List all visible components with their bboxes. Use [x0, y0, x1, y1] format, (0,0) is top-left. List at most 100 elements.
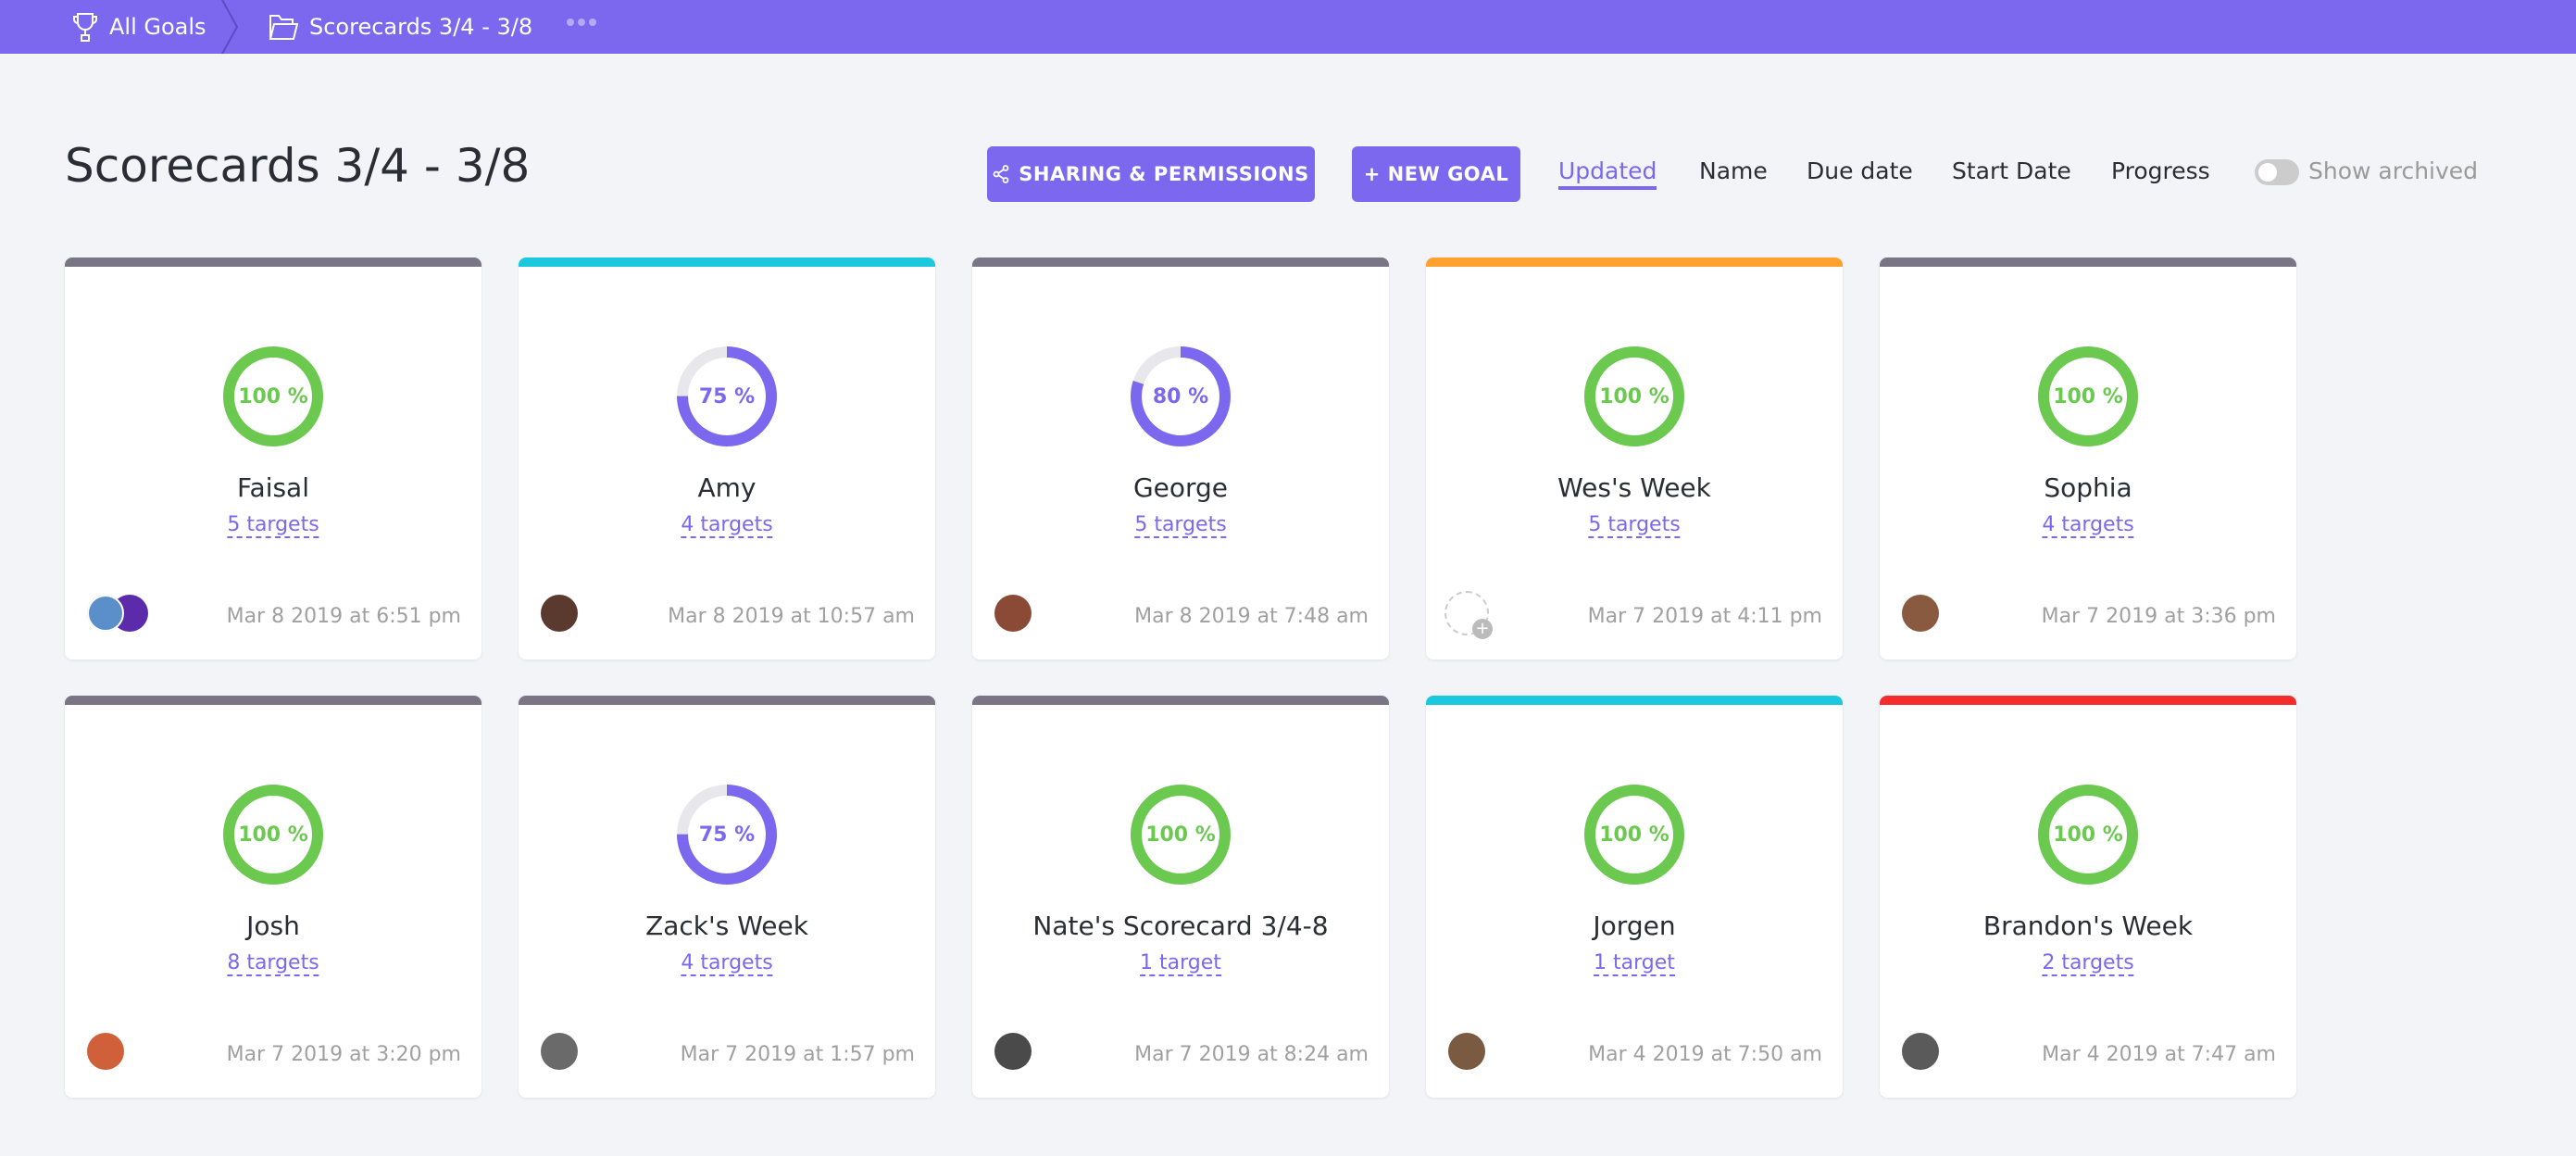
top-bar: All Goals Scorecards 3/4 - 3/8 — [0, 0, 2576, 54]
page-title: Scorecards 3/4 - 3/8 — [65, 139, 531, 193]
progress-ring-fill — [1131, 785, 1231, 885]
targets-link[interactable]: 5 targets — [1134, 513, 1227, 538]
progress-label: 75 % — [698, 384, 756, 408]
progress-label: 100 % — [238, 384, 308, 408]
goal-color-stripe — [1426, 258, 1843, 267]
breadcrumb-current[interactable]: Scorecards 3/4 - 3/8 — [269, 0, 532, 54]
updated-date: Mar 8 2019 at 6:51 pm — [226, 605, 461, 628]
goal-name[interactable]: Nate's Scorecard 3/4-8 — [1032, 911, 1329, 941]
goal-name[interactable]: Amy — [697, 472, 757, 503]
goal-color-stripe — [519, 258, 935, 267]
sort-progress[interactable]: Progress — [2111, 157, 2210, 184]
owner-avatar[interactable] — [994, 595, 1032, 632]
progress-ring — [223, 346, 323, 446]
progress-ring — [223, 785, 323, 885]
goal-card[interactable]: 100 % Wes's Week 5 targets Mar 7 2019 at… — [1426, 258, 1843, 660]
targets-link[interactable]: 8 targets — [227, 951, 319, 976]
goal-color-stripe — [65, 696, 481, 705]
updated-date: Mar 4 2019 at 7:50 am — [1588, 1043, 1822, 1066]
goal-card[interactable]: 75 % Zack's Week 4 targets Mar 7 2019 at… — [519, 696, 935, 1098]
goal-name[interactable]: George — [1132, 472, 1229, 503]
goal-card[interactable]: 100 % Brandon's Week 2 targets Mar 4 201… — [1880, 696, 2296, 1098]
progress-ring-fill — [2038, 346, 2138, 446]
add-owner-icon[interactable] — [1444, 591, 1493, 639]
goal-color-stripe — [1426, 696, 1843, 705]
progress-ring-fill — [1131, 346, 1231, 446]
targets-link[interactable]: 4 targets — [681, 951, 773, 976]
progress-ring — [677, 346, 777, 446]
owner-avatar[interactable] — [541, 595, 578, 632]
progress-label: 75 % — [698, 823, 756, 847]
progress-label: 100 % — [1145, 823, 1216, 847]
show-archived-label: Show archived — [2308, 157, 2479, 184]
goal-name[interactable]: Zack's Week — [645, 911, 808, 941]
goal-card[interactable]: 100 % Jorgen 1 target Mar 4 2019 at 7:50… — [1426, 696, 1843, 1098]
goal-color-stripe — [1880, 696, 2296, 705]
goal-color-stripe — [972, 696, 1389, 705]
goal-card[interactable]: 80 % George 5 targets Mar 8 2019 at 7:48… — [972, 258, 1389, 660]
goal-name[interactable]: Wes's Week — [1557, 472, 1711, 503]
targets-link[interactable]: 1 target — [1594, 951, 1675, 976]
sharing-permissions-button[interactable]: SHARING & PERMISSIONS — [987, 146, 1315, 202]
targets-link[interactable]: 4 targets — [681, 513, 773, 538]
show-archived-toggle[interactable] — [2255, 159, 2299, 185]
owner-avatar[interactable] — [994, 1033, 1032, 1070]
progress-label: 100 % — [238, 823, 308, 847]
targets-link[interactable]: 5 targets — [227, 513, 319, 538]
sort-due-date[interactable]: Due date — [1807, 157, 1913, 184]
new-goal-button[interactable]: + NEW GOAL — [1352, 146, 1520, 202]
progress-ring-fill — [1584, 346, 1684, 446]
progress-label: 100 % — [2053, 384, 2123, 408]
updated-date: Mar 8 2019 at 7:48 am — [1134, 605, 1369, 628]
owner-avatar[interactable] — [87, 1033, 124, 1070]
goal-color-stripe — [519, 696, 935, 705]
goal-name[interactable]: Josh — [246, 911, 300, 941]
targets-link[interactable]: 1 target — [1140, 951, 1221, 976]
goal-name[interactable]: Sophia — [2044, 472, 2132, 503]
goal-name[interactable]: Faisal — [237, 472, 309, 503]
updated-date: Mar 7 2019 at 3:36 pm — [2041, 605, 2276, 628]
progress-ring — [1584, 785, 1684, 885]
goal-name[interactable]: Jorgen — [1593, 911, 1676, 941]
sort-start-date[interactable]: Start Date — [1952, 157, 2071, 184]
owner-avatar[interactable] — [1902, 1033, 1939, 1070]
goal-card[interactable]: 100 % Faisal 5 targets Mar 8 2019 at 6:5… — [65, 258, 481, 660]
sharing-permissions-label: SHARING & PERMISSIONS — [1019, 163, 1309, 185]
targets-link[interactable]: 4 targets — [2042, 513, 2134, 538]
share-icon — [993, 165, 1009, 183]
folder-icon — [269, 15, 298, 40]
progress-ring-fill — [2038, 785, 2138, 885]
updated-date: Mar 4 2019 at 7:47 am — [2042, 1043, 2276, 1066]
sort-name[interactable]: Name — [1699, 157, 1768, 184]
updated-date: Mar 7 2019 at 3:20 pm — [226, 1043, 461, 1066]
sort-updated[interactable]: Updated — [1558, 157, 1657, 190]
updated-date: Mar 7 2019 at 8:24 am — [1134, 1043, 1369, 1066]
goal-card[interactable]: 75 % Amy 4 targets Mar 8 2019 at 10:57 a… — [519, 258, 935, 660]
updated-date: Mar 7 2019 at 1:57 pm — [680, 1043, 915, 1066]
owner-avatar[interactable] — [87, 595, 124, 632]
breadcrumb-all-goals[interactable]: All Goals — [72, 0, 206, 54]
progress-ring — [1131, 785, 1231, 885]
progress-ring-fill — [223, 346, 323, 446]
owner-avatar[interactable] — [541, 1033, 578, 1070]
progress-ring — [1131, 346, 1231, 446]
more-options-icon[interactable] — [567, 19, 596, 26]
goal-name[interactable]: Brandon's Week — [1982, 911, 2194, 941]
goal-color-stripe — [1880, 258, 2296, 267]
owner-avatar[interactable] — [1902, 595, 1939, 632]
goal-card[interactable]: 100 % Josh 8 targets Mar 7 2019 at 3:20 … — [65, 696, 481, 1098]
progress-ring — [2038, 346, 2138, 446]
progress-ring-fill — [677, 785, 777, 885]
targets-link[interactable]: 2 targets — [2042, 951, 2134, 976]
goal-card[interactable]: 100 % Sophia 4 targets Mar 7 2019 at 3:3… — [1880, 258, 2296, 660]
progress-ring — [2038, 785, 2138, 885]
progress-ring — [1584, 346, 1684, 446]
progress-label: 100 % — [2053, 823, 2123, 847]
breadcrumb-root-label: All Goals — [109, 14, 206, 40]
owner-avatar[interactable] — [1448, 1033, 1485, 1070]
targets-link[interactable]: 5 targets — [1588, 513, 1681, 538]
breadcrumb-current-label: Scorecards 3/4 - 3/8 — [309, 14, 533, 40]
goal-card[interactable]: 100 % Nate's Scorecard 3/4-8 1 target Ma… — [972, 696, 1389, 1098]
progress-ring — [677, 785, 777, 885]
progress-label: 80 % — [1152, 384, 1209, 408]
